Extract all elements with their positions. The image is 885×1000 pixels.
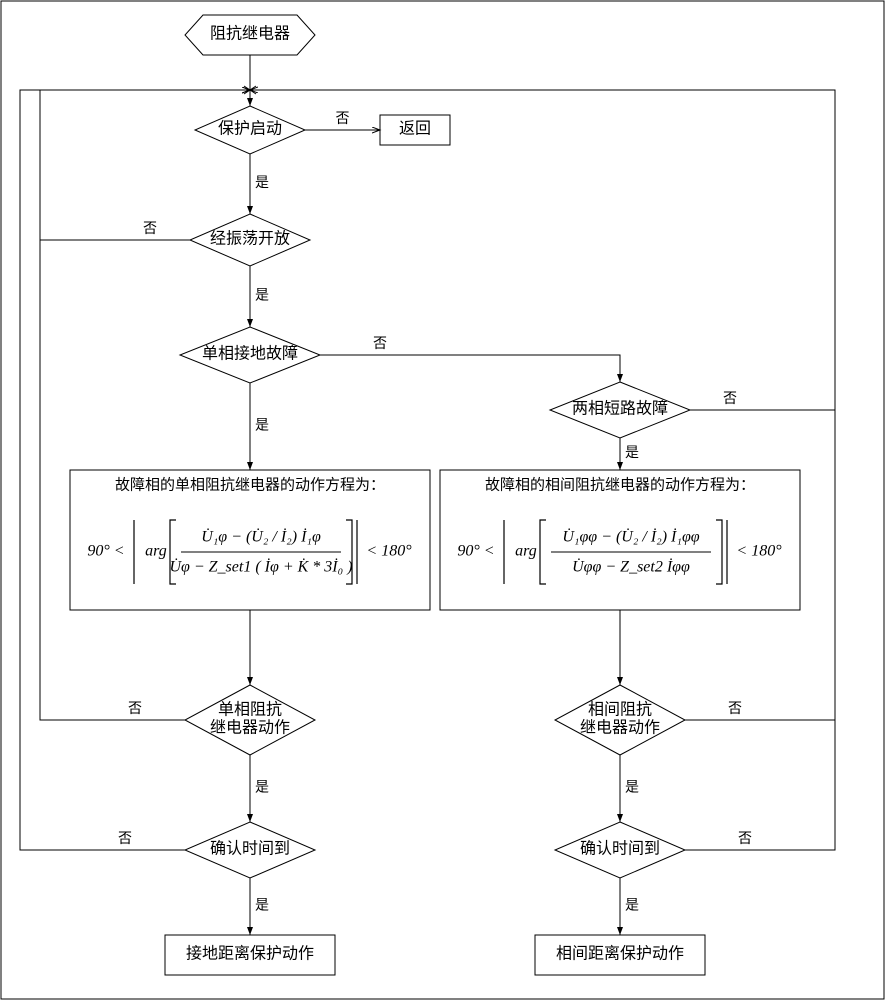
svg-text:返回: 返回: [399, 120, 431, 138]
svg-text:否: 否: [336, 112, 350, 127]
svg-text:否: 否: [128, 702, 142, 717]
svg-text:否: 否: [143, 222, 157, 237]
svg-text:否: 否: [118, 832, 132, 847]
svg-text:< 180°: < 180°: [366, 543, 412, 560]
svg-text:单相阻抗: 单相阻抗: [218, 701, 282, 719]
svg-text:否: 否: [738, 832, 752, 847]
svg-text:两相短路故障: 两相短路故障: [572, 400, 668, 418]
svg-text:单相接地故障: 单相接地故障: [202, 345, 298, 363]
svg-text:是: 是: [255, 899, 269, 914]
svg-text:否: 否: [373, 337, 387, 352]
svg-text:是: 是: [255, 289, 269, 304]
svg-text:arg: arg: [515, 543, 537, 560]
svg-text:相间距离保护动作: 相间距离保护动作: [556, 945, 684, 963]
svg-text:是: 是: [255, 781, 269, 796]
svg-text:阻抗继电器: 阻抗继电器: [210, 25, 290, 43]
svg-text:否: 否: [728, 702, 742, 717]
svg-text:U̇φφ − Z_set2 İφφ: U̇φφ − Z_set2 İφφ: [572, 558, 690, 576]
svg-text:U̇₁φφ − (U̇₂ / İ₂) İ₁φφ: U̇₁φφ − (U̇₂ / İ₂) İ₁φφ: [562, 528, 699, 546]
svg-text:否: 否: [723, 392, 737, 407]
svg-text:是: 是: [625, 446, 639, 461]
svg-text:是: 是: [255, 419, 269, 434]
svg-text:接地距离保护动作: 接地距离保护动作: [186, 945, 314, 963]
svg-text:故障相的单相阻抗继电器的动作方程为：: 故障相的单相阻抗继电器的动作方程为：: [115, 475, 385, 493]
svg-text:经振荡开放: 经振荡开放: [210, 230, 290, 248]
svg-text:< 180°: < 180°: [736, 543, 782, 560]
svg-text:是: 是: [625, 781, 639, 796]
svg-text:故障相的相间阻抗继电器的动作方程为：: 故障相的相间阻抗继电器的动作方程为：: [485, 475, 755, 493]
svg-text:U̇₁φ − (U̇₂ / İ₂) İ₁φ: U̇₁φ − (U̇₂ / İ₂) İ₁φ: [201, 528, 321, 546]
svg-text:90° <: 90° <: [87, 543, 124, 560]
svg-text:确认时间到: 确认时间到: [210, 840, 290, 858]
svg-text:是: 是: [625, 899, 639, 914]
svg-text:相间阻抗: 相间阻抗: [588, 701, 652, 719]
svg-text:保护启动: 保护启动: [218, 120, 282, 138]
svg-text:arg: arg: [145, 543, 167, 560]
svg-text:继电器动作: 继电器动作: [210, 719, 290, 737]
svg-text:继电器动作: 继电器动作: [580, 719, 660, 737]
svg-text:U̇φ − Z_set1 ( İφ + K̇ * 3İ₀ ): U̇φ − Z_set1 ( İφ + K̇ * 3İ₀ ): [169, 558, 352, 576]
svg-text:确认时间到: 确认时间到: [580, 840, 660, 858]
svg-text:90° <: 90° <: [457, 543, 494, 560]
svg-text:是: 是: [255, 176, 269, 191]
